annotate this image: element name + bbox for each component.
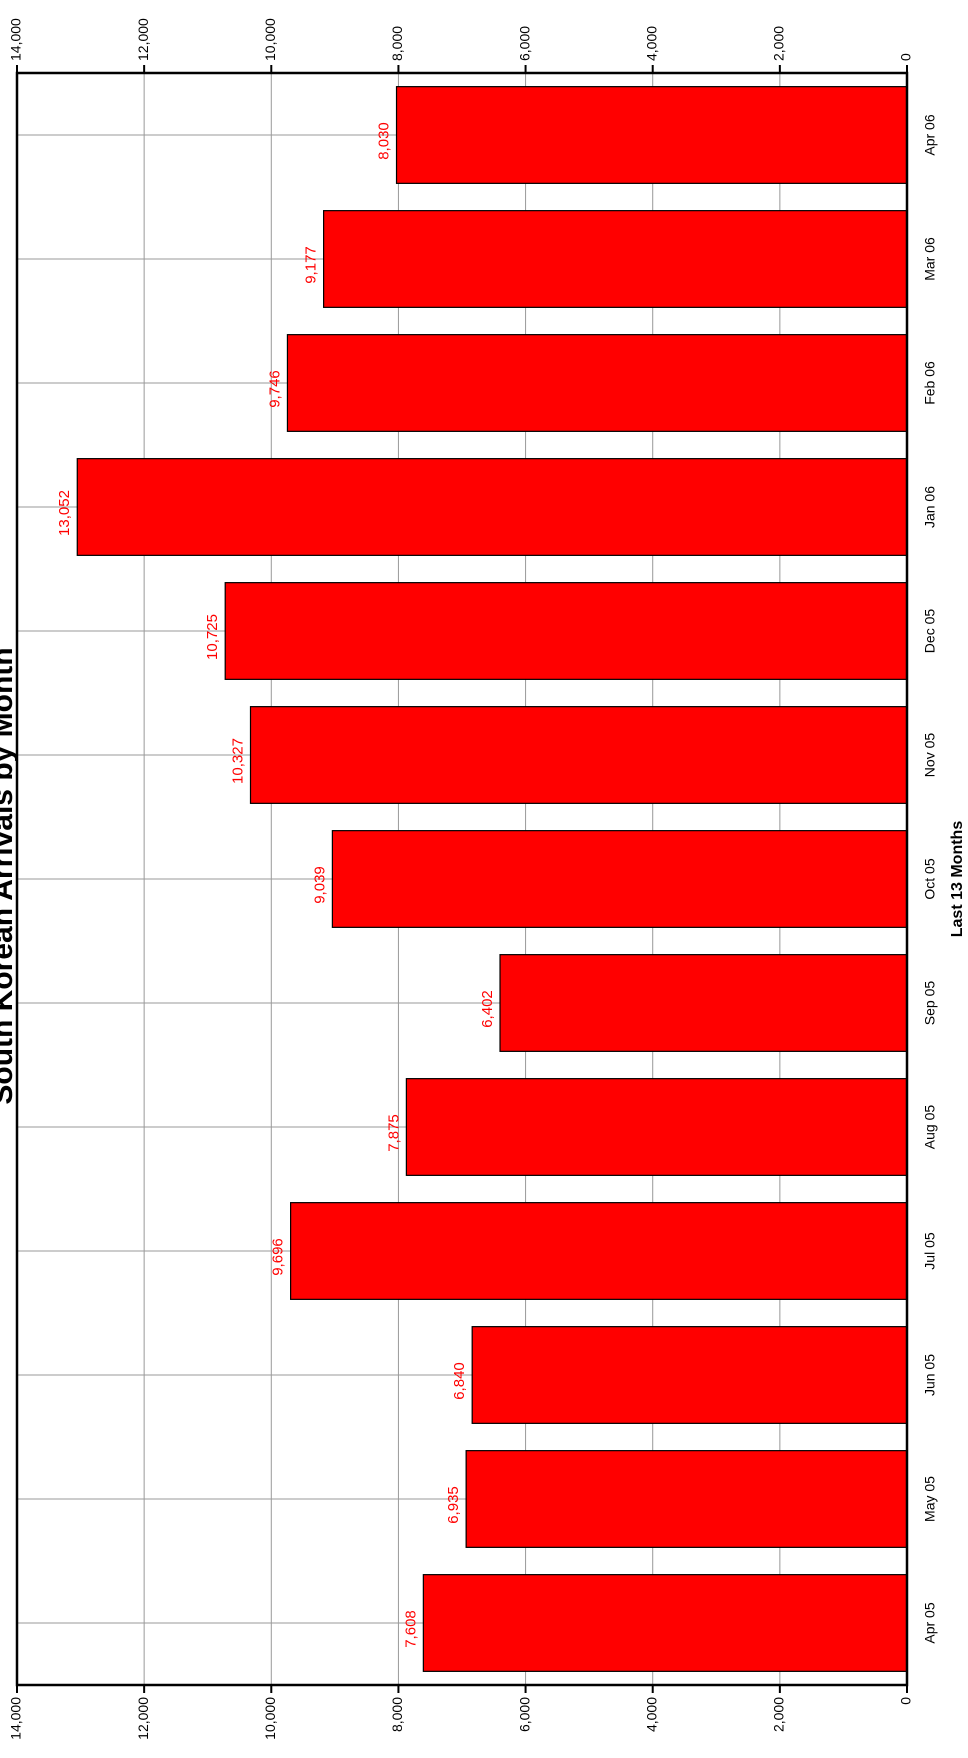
data-label: 9,746 [266,370,283,408]
bar [290,1202,908,1300]
x-tick-label: Jun 05 [922,1354,938,1396]
data-label: 9,039 [311,866,328,904]
data-label: 9,177 [303,246,320,284]
y-tick-label: 10,000 [262,18,278,61]
bar [323,210,908,308]
y-tick-label: 6,000 [516,26,532,61]
x-tick-label: Apr 05 [922,1602,938,1643]
bar [249,706,908,804]
y-tick-label: 2,000 [771,26,787,61]
bar [286,334,908,432]
x-tick-label: Apr 06 [922,114,938,155]
y-tick-label: 12,000 [135,1697,151,1740]
bar [395,86,908,184]
y-tick-label: 4,000 [643,1697,659,1732]
y-tick-label: 10,000 [262,1697,278,1740]
x-tick-label: Oct 05 [922,858,938,899]
bar [422,1574,908,1672]
x-tick-label: Aug 05 [922,1105,938,1150]
y-tick-label: 12,000 [135,18,151,61]
bar [465,1450,908,1548]
chart-title: South Korean Arrivals by Month [0,647,19,1104]
data-label: 13,052 [56,490,73,536]
x-tick-label: Feb 06 [922,361,938,405]
y-tick-label: 0 [898,53,914,61]
x-tick-label: Sep 05 [922,981,938,1026]
y-tick-label: 4,000 [643,26,659,61]
x-tick-label: May 05 [922,1476,938,1522]
y-tick-label: 8,000 [389,1697,405,1732]
data-label: 7,875 [385,1114,402,1152]
y-tick-label: 14,000 [8,1697,24,1740]
data-label: 7,608 [402,1610,419,1648]
bar [331,830,908,928]
y-tick-label: 6,000 [516,1697,532,1732]
data-label: 8,030 [375,122,392,160]
data-label: 6,402 [479,990,496,1028]
data-label: 10,327 [229,738,246,784]
y-tick-label: 0 [898,1697,914,1705]
x-axis-title: Last 13 Months [949,821,966,938]
x-tick-label: Dec 05 [922,609,938,654]
bar [471,1326,908,1424]
x-tick-label: Jul 05 [922,1232,938,1270]
bar [76,458,908,556]
x-tick-label: Jan 06 [922,486,938,528]
data-label: 6,840 [451,1362,468,1400]
y-tick-label: 8,000 [389,26,405,61]
data-label: 10,725 [204,614,221,660]
x-tick-label: Mar 06 [922,237,938,281]
data-label: 6,935 [445,1486,462,1524]
y-tick-label: 14,000 [8,18,24,61]
y-tick-label: 2,000 [771,1697,787,1732]
data-label: 9,696 [270,1238,287,1276]
x-tick-label: Nov 05 [922,733,938,778]
bar [499,954,908,1052]
plot-frame [15,71,909,1687]
bar [405,1078,908,1176]
bar [224,582,908,680]
